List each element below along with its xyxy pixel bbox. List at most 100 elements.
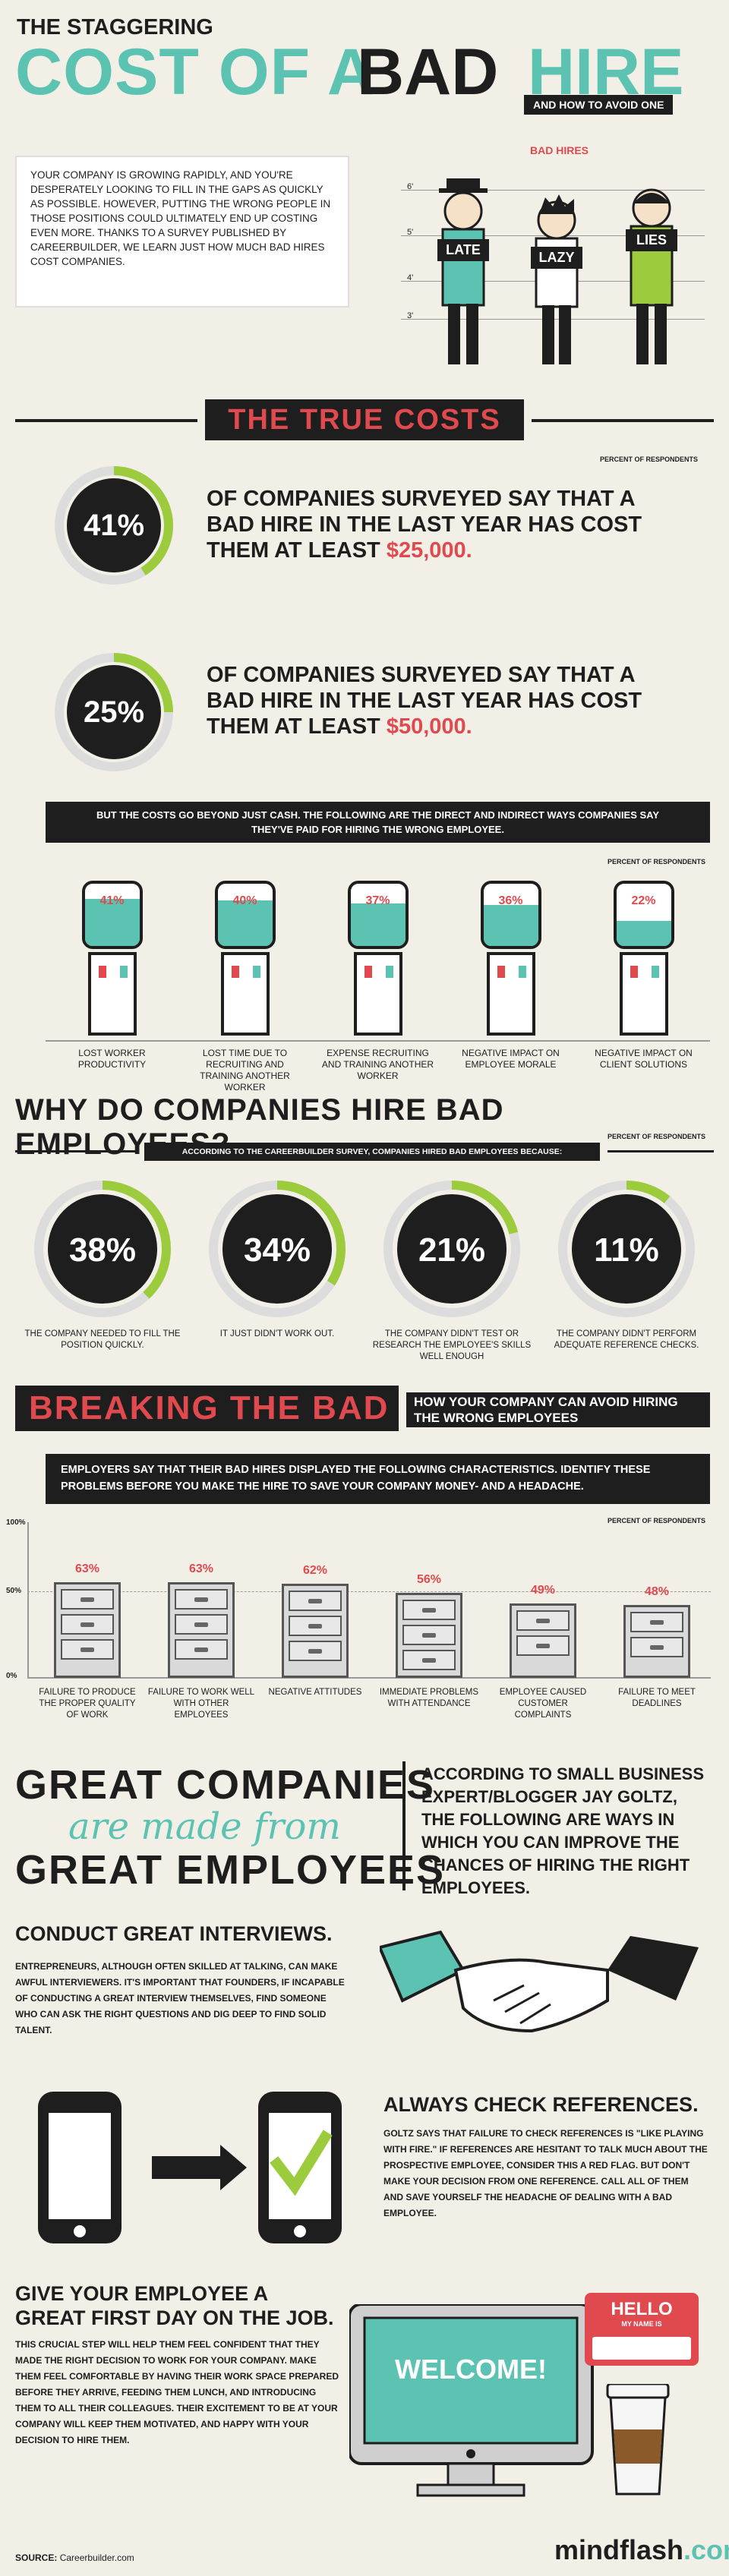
why-label: THE COMPANY DIDN'T PERFORM ADEQUATE REFE… <box>554 1329 699 1350</box>
cabinet-item-5: 49% EMPLOYEE CAUSED CUSTOMER COMPLAINTS <box>486 1526 600 1754</box>
beyond-cash-banner: BUT THE COSTS GO BEYOND JUST CASH. THE F… <box>46 802 710 843</box>
cabinet-pct: 49% <box>530 1584 556 1597</box>
sign-lazy: LAZY <box>531 247 582 269</box>
coffee-cup-icon <box>606 2384 670 2496</box>
stat-41-ring: 41% <box>53 465 175 586</box>
breaking-heading: BREAKING THE BAD <box>15 1386 399 1431</box>
name-tag: HELLO MY NAME IS <box>585 2293 699 2366</box>
cooler-label: EXPENSE RECRUITING AND TRAINING ANOTHER … <box>321 1048 434 1081</box>
cooler-body <box>486 952 535 1036</box>
height-mark-6: 6' <box>407 182 414 191</box>
axis-50: 50% <box>6 1587 22 1595</box>
why-banner: ACCORDING TO THE CAREERBUILDER SURVEY, C… <box>144 1143 600 1161</box>
stat-25-ring-svg <box>55 653 173 771</box>
cabinet-item-6: 48% FAILURE TO MEET DEADLINES <box>600 1526 714 1754</box>
cabinet-item-2: 63% FAILURE TO WORK WELL WITH OTHER EMPLO… <box>144 1526 258 1754</box>
cooler-tank: 22% <box>613 881 674 949</box>
cabinet-label: EMPLOYEE CAUSED CUSTOMER COMPLAINTS <box>499 1688 587 1720</box>
cabinet-drawer <box>630 1637 683 1657</box>
cooler-body <box>619 952 668 1036</box>
great-line3: GREAT EMPLOYEES <box>15 1847 446 1893</box>
lineup: BAD HIRES 6' 5' 4' 3' LATE LAZY LIES <box>401 144 720 372</box>
brand-name: mindflash <box>554 2534 684 2565</box>
cooler-label: LOST TIME DUE TO RECRUITING AND TRAINING… <box>200 1048 290 1093</box>
brand-logo[interactable]: mindflash.com <box>554 2534 729 2566</box>
brand-tld: .com <box>683 2534 729 2565</box>
cabinet-drawer <box>175 1614 228 1635</box>
why-rule <box>15 1150 137 1152</box>
cooler-1: 41% LOST WORKER PRODUCTIVITY <box>67 873 158 1101</box>
intro-box: YOUR COMPANY IS GROWING RAPIDLY, AND YOU… <box>15 156 349 307</box>
why-label: THE COMPANY DIDN'T TEST OR RESEARCH THE … <box>372 1329 532 1361</box>
cooler-label: LOST WORKER PRODUCTIVITY <box>77 1048 147 1070</box>
tip-firstday-heading: GIVE YOUR EMPLOYEE A GREAT FIRST DAY ON … <box>15 2282 334 2329</box>
title-main: COST OF A <box>15 36 376 109</box>
cooler-label: NEGATIVE IMPACT ON CLIENT SOLUTIONS <box>595 1048 693 1070</box>
cabinet <box>282 1584 349 1678</box>
axis-line <box>27 1522 29 1678</box>
why-ring <box>383 1181 520 1317</box>
why-rule-right <box>608 1150 714 1152</box>
cabinet-drawer <box>516 1635 570 1656</box>
great-line1: GREAT COMPANIES <box>15 1762 436 1808</box>
height-mark-5: 5' <box>407 228 414 237</box>
cooler-water <box>217 900 273 946</box>
monitor-illustration <box>349 2304 594 2497</box>
cabinet-item-4: 56% IMMEDIATE PROBLEMS WITH ATTENDANCE <box>372 1526 486 1754</box>
cabinet-pct: 56% <box>416 1573 442 1586</box>
suspects-illustration <box>439 178 674 364</box>
cooler-pct: 36% <box>498 894 523 907</box>
cabinet-item-3: 62% NEGATIVE ATTITUDES <box>258 1526 372 1754</box>
stat-25-amount: $50,000. <box>386 714 472 739</box>
title-tagline: AND HOW TO AVOID ONE <box>524 95 674 115</box>
tip-interviews-heading: CONDUCT GREAT INTERVIEWS. <box>15 1922 333 1945</box>
stat-25-ring: 25% <box>53 651 175 773</box>
divider-true-costs-right <box>532 419 714 422</box>
great-vrule <box>402 1761 406 1890</box>
cooler-water <box>616 921 671 946</box>
cabinet-label: FAILURE TO WORK WELL WITH OTHER EMPLOYEE… <box>147 1688 255 1720</box>
cabinet-drawer <box>175 1639 228 1660</box>
stat-25-desc: OF COMPANIES SURVEYED SAY THAT A BAD HIR… <box>207 663 642 739</box>
cabinet-drawer <box>402 1650 456 1670</box>
sign-lies: LIES <box>626 229 677 251</box>
handshake-illustration <box>380 1930 699 2033</box>
cooler-water <box>350 903 406 946</box>
cooler-body <box>220 952 270 1036</box>
tip-references-body: GOLTZ SAYS THAT FAILURE TO CHECK REFEREN… <box>383 2128 708 2218</box>
cabinet-drawer <box>289 1591 342 1611</box>
stat-41-desc: OF COMPANIES SURVEYED SAY THAT A BAD HIR… <box>207 487 642 563</box>
cooler-label: NEGATIVE IMPACT ON EMPLOYEE MORALE <box>462 1048 560 1070</box>
axis-0: 0% <box>6 1672 17 1680</box>
name-tag-hello: HELLO <box>611 2299 673 2319</box>
cooler-4: 36% NEGATIVE IMPACT ON EMPLOYEE MORALE <box>462 873 560 1101</box>
cabinet-label: NEGATIVE ATTITUDES <box>268 1688 362 1697</box>
cabinet-drawer <box>175 1589 228 1610</box>
breaking-banner: EMPLOYERS SAY THAT THEIR BAD HIRES DISPL… <box>46 1454 710 1504</box>
cabinet <box>623 1605 690 1678</box>
sign-late: LATE <box>437 239 489 261</box>
why-pct: 11% <box>594 1231 659 1269</box>
cabinet-drawer <box>289 1641 342 1661</box>
cabinet-label: FAILURE TO MEET DEADLINES <box>618 1688 696 1708</box>
height-mark-3: 3' <box>407 311 414 320</box>
beyond-cash-baseline <box>46 1040 710 1042</box>
why-pct: 34% <box>243 1231 311 1269</box>
why-item-4: 11% THE COMPANY DIDN'T PERFORM ADEQUATE R… <box>539 1177 714 1367</box>
tip-references-heading: ALWAYS CHECK REFERENCES. <box>383 2093 699 2116</box>
breaking-sub: HOW YOUR COMPANY CAN AVOID HIRING THE WR… <box>406 1392 710 1427</box>
why-heading: WHY DO COMPANIES HIRE BAD EMPLOYEES? <box>15 1093 504 1161</box>
axis-baseline <box>27 1677 711 1679</box>
cooler-water <box>483 905 538 946</box>
cooler-water <box>84 899 140 946</box>
lineup-label: BAD HIRES <box>530 144 589 156</box>
cabinet-pct: 48% <box>644 1585 670 1598</box>
cooler-tank: 41% <box>81 881 143 949</box>
why-ring <box>558 1181 695 1317</box>
stat-41-ring-svg <box>55 466 173 585</box>
why-ring <box>34 1181 171 1317</box>
cooler-5: 22% NEGATIVE IMPACT ON CLIENT SOLUTIONS <box>595 873 693 1101</box>
cabinet-drawer <box>402 1600 456 1620</box>
cooler-3: 37% EXPENSE RECRUITING AND TRAINING ANOTH… <box>322 873 434 1101</box>
great-quote: ACCORDING TO SMALL BUSINESS EXPERT/BLOGG… <box>421 1764 704 1897</box>
